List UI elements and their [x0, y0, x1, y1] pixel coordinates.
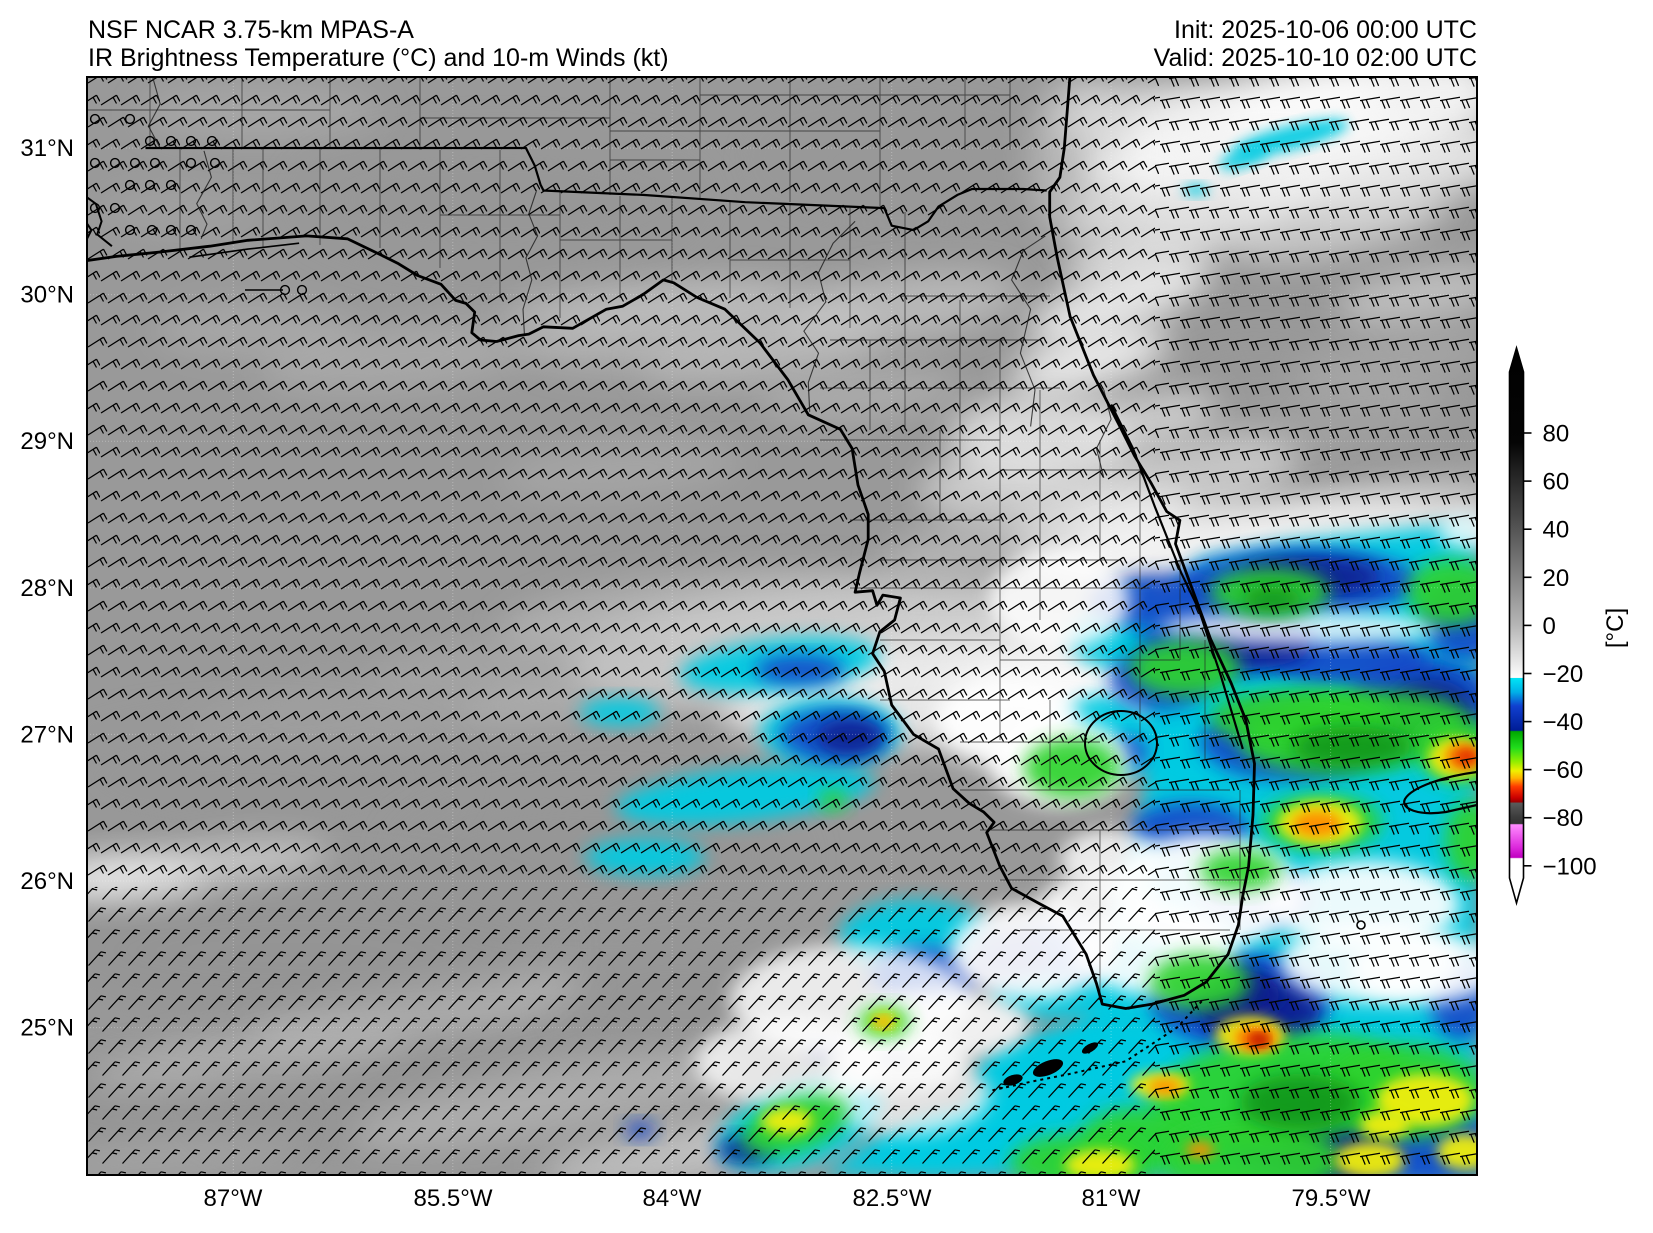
svg-text:Init: 2025-10-06 00:00 UTC: Init: 2025-10-06 00:00 UTC [1174, 16, 1477, 44]
svg-text:30°N: 30°N [20, 282, 74, 309]
svg-text:−40: −40 [1543, 709, 1584, 736]
svg-text:[°C]: [°C] [1602, 608, 1629, 648]
svg-text:25°N: 25°N [20, 1015, 74, 1042]
svg-text:27°N: 27°N [20, 721, 74, 748]
svg-text:87°W: 87°W [204, 1185, 263, 1212]
svg-text:81°W: 81°W [1082, 1185, 1141, 1212]
svg-text:20: 20 [1543, 565, 1570, 592]
svg-text:Valid: 2025-10-10 02:00 UTC: Valid: 2025-10-10 02:00 UTC [1154, 44, 1477, 72]
svg-text:85.5°W: 85.5°W [414, 1185, 493, 1212]
svg-text:79.5°W: 79.5°W [1292, 1185, 1371, 1212]
svg-text:60: 60 [1543, 469, 1570, 496]
svg-text:40: 40 [1543, 517, 1570, 544]
svg-text:−20: −20 [1543, 661, 1584, 688]
svg-text:−100: −100 [1543, 853, 1597, 880]
svg-text:82.5°W: 82.5°W [853, 1185, 932, 1212]
svg-text:80: 80 [1543, 421, 1570, 448]
svg-text:84°W: 84°W [643, 1185, 702, 1212]
svg-text:−80: −80 [1543, 805, 1584, 832]
svg-text:26°N: 26°N [20, 868, 74, 895]
svg-text:NSF NCAR 3.75-km MPAS-A: NSF NCAR 3.75-km MPAS-A [88, 16, 414, 44]
svg-text:28°N: 28°N [20, 575, 74, 602]
svg-text:29°N: 29°N [20, 428, 74, 455]
svg-text:IR Brightness Temperature (°C): IR Brightness Temperature (°C) and 10-m … [88, 44, 669, 72]
svg-text:−60: −60 [1543, 757, 1584, 784]
svg-text:31°N: 31°N [20, 135, 74, 162]
svg-text:0: 0 [1543, 613, 1556, 640]
